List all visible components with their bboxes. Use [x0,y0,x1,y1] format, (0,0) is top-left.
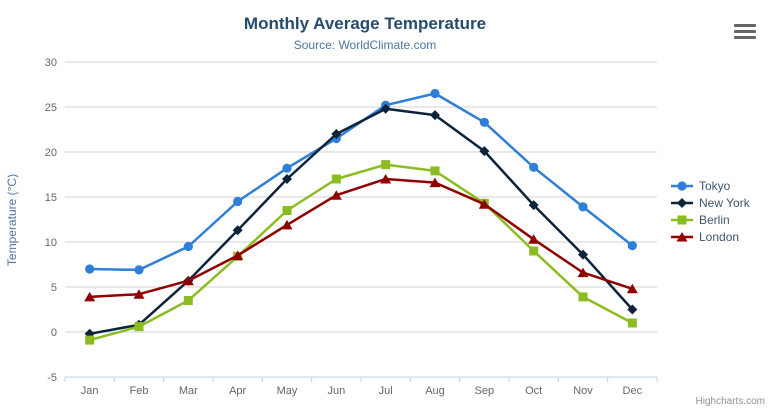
x-axis-label: Mar [179,385,198,397]
chart-subtitle: Source: WorldClimate.com [293,38,437,52]
data-point-berlin-mar[interactable] [183,296,193,305]
data-point-berlin-jun[interactable] [331,174,341,184]
legend-symbol[interactable] [676,231,688,242]
data-point-tokyo-aug[interactable] [430,88,440,99]
data-point-tokyo-feb[interactable] [134,265,144,275]
data-point-new-york-sep[interactable] [479,146,490,157]
y-axis-label: 20 [45,147,57,159]
data-point-berlin-feb[interactable] [134,322,144,332]
legend: Tokyo New York Berlin London [670,177,750,245]
series-line-tokyo[interactable] [88,92,634,272]
legend-label: London [699,229,740,244]
x-axis-label: Apr [229,385,246,397]
data-point-london-jun[interactable] [330,190,342,200]
export-menu-button[interactable] [731,19,759,43]
legend-symbol[interactable] [677,215,687,224]
x-axis-label: Dec [623,385,643,397]
legend-label: Berlin [699,212,730,227]
x-axis-label: Oct [525,385,542,397]
data-point-new-york-aug[interactable] [430,110,440,121]
chart-title: Monthly Average Temperature [243,14,487,33]
y-axis-label: -5 [47,372,57,384]
legend-marker-new-york-icon [671,197,693,208]
axes: -5 0 5 10 15 20 25 30 Jan Feb Mar Apr May Jun Jul Aug Se… [45,57,658,397]
data-point-berlin-dec[interactable] [627,318,637,328]
x-axis-label: Feb [130,385,149,397]
data-point-london-aug[interactable] [429,177,441,188]
y-axis-label: 0 [51,327,57,339]
data-point-tokyo-mar[interactable] [183,241,193,252]
x-axis-label: Jul [379,385,393,397]
series [84,88,638,345]
legend-item-tokyo[interactable]: Tokyo [670,177,750,194]
data-point-new-york-may[interactable] [282,174,292,184]
legend-symbol[interactable] [677,197,687,208]
data-point-new-york-apr[interactable] [232,225,243,236]
data-point-tokyo-jan[interactable] [85,264,95,274]
data-point-london-apr[interactable] [232,250,244,261]
data-point-london-mar[interactable] [182,275,194,286]
data-point-london-oct[interactable] [528,234,540,244]
credits-link[interactable]: Highcharts.com [695,396,765,407]
data-point-tokyo-sep[interactable] [479,117,489,127]
legend-item-berlin[interactable]: Berlin [670,211,750,228]
data-point-berlin-aug[interactable] [430,166,440,176]
series-line-new-york[interactable] [88,107,634,336]
data-point-london-jan[interactable] [84,291,96,302]
data-point-berlin-oct[interactable] [529,246,539,256]
x-axis-label: Aug [425,385,445,397]
data-point-london-may[interactable] [281,219,293,230]
y-axis-label: 10 [45,237,57,249]
y-axis-label: 25 [45,102,57,114]
series-line-london[interactable] [88,177,634,299]
legend-label: New York [699,195,750,210]
legend-symbol[interactable] [677,180,687,191]
legend-marker-london-icon [671,231,693,242]
y-axis-label: 5 [51,282,57,294]
data-point-london-sep[interactable] [478,199,490,209]
data-point-london-dec[interactable] [626,283,638,294]
data-point-london-feb[interactable] [133,289,145,299]
x-axis-label: May [277,385,298,397]
legend-marker-tokyo-icon [671,180,693,191]
y-axis-label: 30 [45,57,57,69]
data-point-tokyo-oct[interactable] [529,162,539,172]
data-point-tokyo-nov[interactable] [578,202,588,212]
data-point-tokyo-may[interactable] [282,163,292,173]
hamburger-icon [734,23,756,39]
data-point-berlin-jan[interactable] [85,335,95,345]
data-point-london-jul[interactable] [380,174,392,184]
data-point-berlin-may[interactable] [282,206,292,215]
legend-marker-berlin-icon [671,215,693,224]
data-point-new-york-jun[interactable] [331,129,342,139]
data-point-tokyo-dec[interactable] [627,241,637,251]
data-point-berlin-nov[interactable] [578,292,588,302]
x-axis-label: Sep [475,385,495,397]
gridlines [65,61,657,333]
y-axis-title: Temperature (°C) [5,174,19,266]
x-axis-label: Jan [81,385,99,397]
data-point-new-york-jul[interactable] [380,103,391,114]
legend-label: Tokyo [699,178,731,193]
data-point-new-york-dec[interactable] [627,304,638,315]
data-point-london-nov[interactable] [577,267,589,278]
data-point-berlin-jul[interactable] [381,160,391,170]
data-point-tokyo-apr[interactable] [233,196,243,207]
legend-item-london[interactable]: London [670,228,750,245]
x-axis-label: Jun [327,385,345,397]
legend-item-new-york[interactable]: New York [670,194,750,211]
data-point-new-york-oct[interactable] [528,200,539,211]
data-point-new-york-nov[interactable] [578,249,588,260]
x-axis-label: Nov [573,385,593,397]
series-line-berlin[interactable] [88,163,634,342]
y-axis-label: 15 [45,192,57,204]
